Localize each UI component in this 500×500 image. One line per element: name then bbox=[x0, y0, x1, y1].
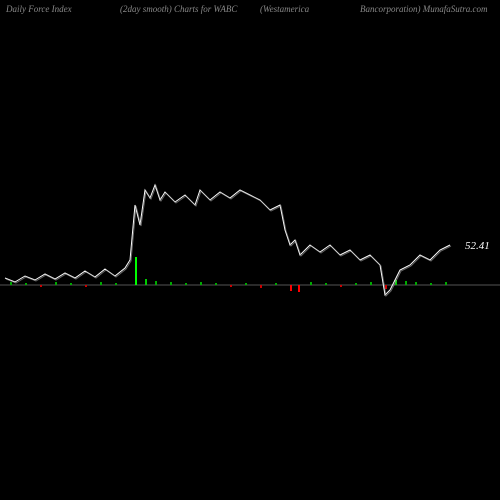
last-price-label: 52.41 bbox=[465, 240, 490, 252]
price-force-chart bbox=[0, 30, 500, 470]
header-symbol: (2day smooth) Charts for WABC bbox=[120, 4, 237, 14]
header-company: (Westamerica bbox=[260, 4, 309, 14]
chart-header: Daily Force Index (2day smooth) Charts f… bbox=[0, 4, 500, 24]
header-indicator: Daily Force Index bbox=[6, 4, 72, 14]
header-source: Bancorporation) MunafaSutra.com bbox=[360, 4, 488, 14]
